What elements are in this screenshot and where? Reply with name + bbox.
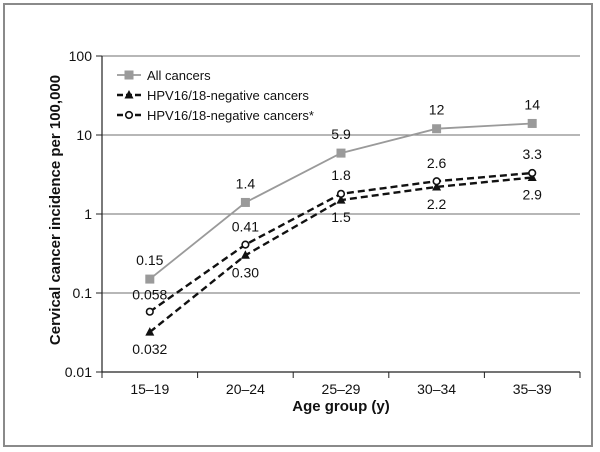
- marker-triangle: [145, 327, 155, 336]
- x-tick-label: 30–34: [417, 381, 456, 397]
- marker-circle: [241, 240, 250, 249]
- x-tick-label: 35–39: [513, 381, 552, 397]
- data-label: 5.9: [331, 126, 351, 142]
- series-3: [145, 168, 537, 316]
- marker-square: [432, 124, 442, 134]
- data-label: 1.8: [331, 167, 351, 183]
- legend-item-3: HPV16/18-negative cancers*: [117, 108, 314, 123]
- chart-frame: 0.01 0.1 1 10 100 15–19 20–24 25–29 30–34 35–39 0…: [3, 3, 593, 447]
- data-label: 0.058: [132, 287, 167, 303]
- data-label: 14: [524, 96, 540, 112]
- marker-circle: [432, 177, 441, 186]
- y-tick-label: 10: [76, 127, 92, 143]
- legend-label: HPV16/18-negative cancers: [147, 88, 309, 103]
- x-axis-title: Age group (y): [292, 398, 390, 415]
- data-label: 0.41: [232, 219, 259, 235]
- data-label: 2.2: [427, 196, 447, 212]
- data-label: 2.6: [427, 155, 447, 171]
- x-tick-label: 15–19: [130, 381, 169, 397]
- chart: 0.01 0.1 1 10 100 15–19 20–24 25–29 30–34 35–39 0…: [47, 48, 581, 415]
- marker-triangle: [336, 195, 346, 204]
- series: [145, 118, 537, 336]
- marker-triangle: [240, 250, 250, 259]
- marker-square: [240, 197, 250, 207]
- legend-label: All cancers: [147, 68, 211, 83]
- data-label: 12: [429, 102, 445, 118]
- marker-circle: [145, 307, 154, 316]
- y-axis-title: Cervical cancer incidence per 100,000: [47, 75, 64, 345]
- data-label: 2.9: [522, 186, 542, 202]
- marker-square: [145, 274, 155, 284]
- y-tick-label: 1: [84, 206, 92, 222]
- marker-triangle: [124, 90, 134, 99]
- y-tick-label: 100: [69, 48, 93, 64]
- y-tick-label: 0.01: [65, 364, 92, 380]
- legend-item-1: All cancers: [117, 68, 211, 83]
- legend-item-2: HPV16/18-negative cancers: [117, 88, 309, 103]
- marker-circle: [528, 168, 537, 178]
- gridlines: [102, 55, 580, 294]
- series-2: [145, 172, 537, 336]
- data-label: 0.15: [136, 252, 163, 268]
- y-tick-label: 0.1: [73, 285, 93, 301]
- marker-circle: [336, 189, 346, 198]
- x-tick-label: 25–29: [322, 381, 361, 397]
- marker-square: [124, 70, 134, 80]
- legend: All cancers HPV16/18-negative cancers HPV1…: [117, 68, 314, 123]
- series-1: [145, 118, 537, 284]
- x-tick-label: 20–24: [226, 381, 265, 397]
- marker-circle: [124, 110, 134, 120]
- axes: 0.01 0.1 1 10 100 15–19 20–24 25–29 30–34 35–39: [65, 48, 581, 397]
- legend-label: HPV16/18-negative cancers*: [147, 108, 314, 123]
- data-labels: 0.15 1.4 5.9 12 14 0.032 0.30 1.5 2.2 2.9 0.058 0.4…: [132, 96, 542, 357]
- data-label: 1.4: [236, 175, 256, 191]
- data-label: 0.032: [132, 341, 167, 357]
- data-label: 1.5: [331, 209, 351, 225]
- data-label: 0.30: [232, 264, 259, 280]
- marker-triangle: [432, 181, 442, 191]
- data-label: 3.3: [522, 146, 542, 162]
- marker-square: [336, 148, 346, 158]
- marker-square: [527, 118, 537, 128]
